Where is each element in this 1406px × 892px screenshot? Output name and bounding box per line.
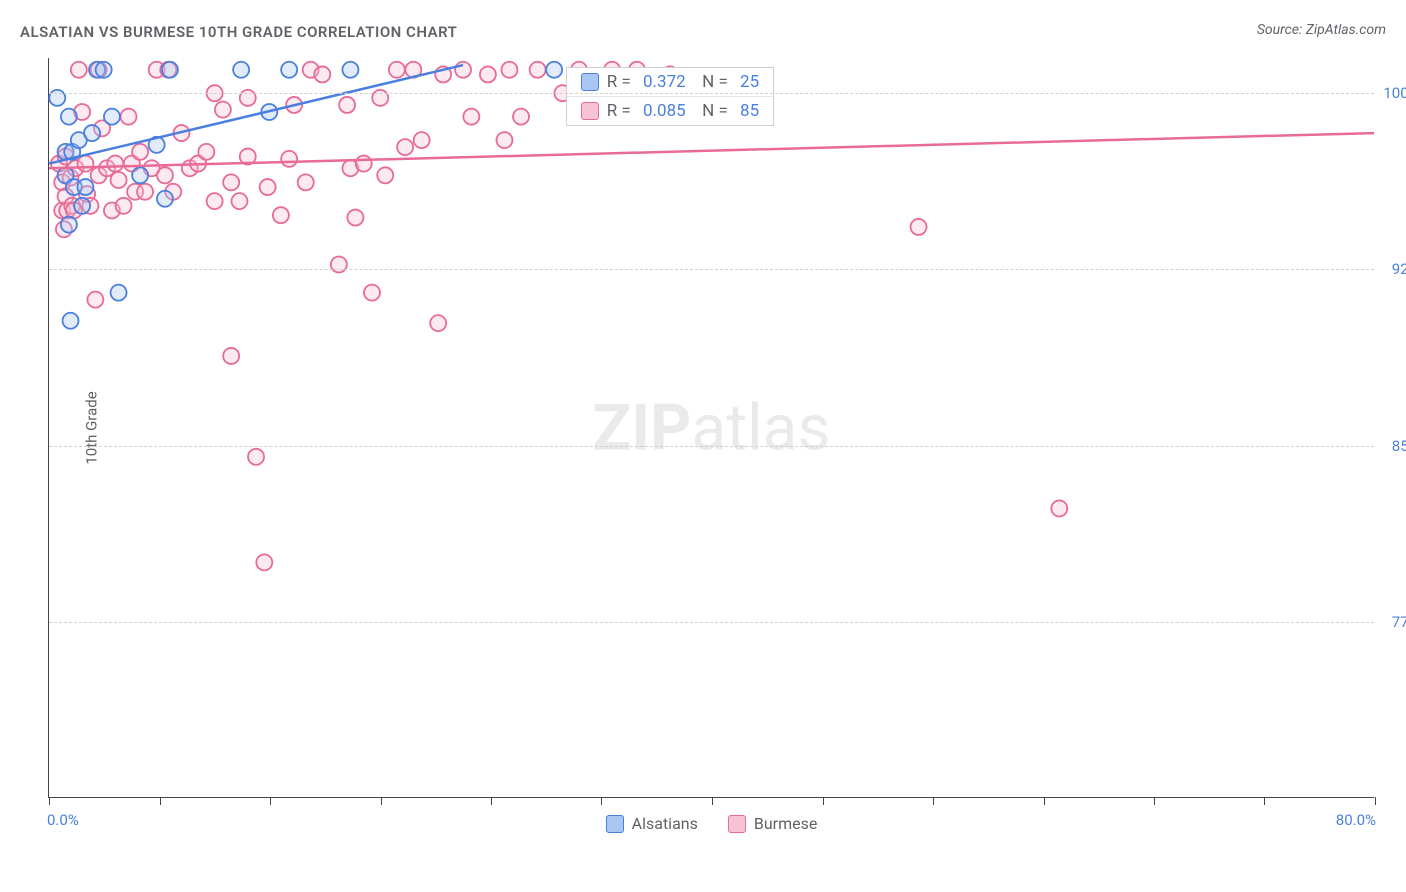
data-point: [198, 144, 214, 160]
legend-swatch-b: [581, 102, 599, 120]
data-point: [281, 62, 297, 78]
chart-source: Source: ZipAtlas.com: [1257, 22, 1386, 38]
data-point: [347, 210, 363, 226]
data-point: [162, 62, 178, 78]
data-point: [63, 313, 79, 329]
data-point: [77, 179, 93, 195]
data-point: [281, 151, 297, 167]
data-point: [455, 62, 471, 78]
data-point: [77, 156, 93, 172]
legend-swatch-a: [581, 73, 599, 91]
data-point: [74, 198, 90, 214]
data-point: [389, 62, 405, 78]
data-point: [364, 285, 380, 301]
data-point: [501, 62, 517, 78]
legend-label-a: Alsatians: [632, 814, 698, 833]
data-point: [339, 97, 355, 113]
data-point: [911, 219, 927, 235]
data-point: [207, 193, 223, 209]
data-point: [233, 62, 249, 78]
data-point: [104, 109, 120, 125]
data-point: [1051, 500, 1067, 516]
data-point: [61, 109, 77, 125]
data-point: [356, 156, 372, 172]
data-point: [496, 132, 512, 148]
legend-swatch-b-bottom: [728, 815, 746, 833]
data-point: [132, 144, 148, 160]
data-point: [273, 207, 289, 223]
legend-item-a: Alsatians: [606, 814, 698, 833]
data-point: [121, 109, 137, 125]
data-point: [157, 167, 173, 183]
legend-stats-row-b: R = 0.085 N = 85: [567, 96, 773, 125]
data-point: [397, 139, 413, 155]
stat-n-b: 85: [740, 101, 759, 121]
data-point: [414, 132, 430, 148]
data-point: [430, 315, 446, 331]
data-point: [223, 174, 239, 190]
y-tick-label: 77.5%: [1392, 613, 1406, 631]
data-point: [463, 109, 479, 125]
data-point: [513, 109, 529, 125]
legend-stats-row-a: R = 0.372 N = 25: [567, 68, 773, 96]
legend-stats: R = 0.372 N = 25 R = 0.085 N = 85: [566, 67, 774, 126]
legend-item-b: Burmese: [728, 814, 817, 833]
data-point: [377, 167, 393, 183]
data-point: [260, 179, 276, 195]
bottom-legend: Alsatians Burmese: [49, 814, 1374, 833]
data-point: [546, 62, 562, 78]
data-point: [111, 172, 127, 188]
data-point: [71, 62, 87, 78]
data-point: [111, 285, 127, 301]
data-point: [116, 198, 132, 214]
legend-swatch-a-bottom: [606, 815, 624, 833]
legend-label-b: Burmese: [754, 814, 817, 833]
data-point: [256, 554, 272, 570]
data-point: [96, 62, 112, 78]
data-point: [231, 193, 247, 209]
plot-svg: [49, 58, 1374, 797]
y-tick-label: 92.5%: [1392, 260, 1406, 278]
data-point: [132, 167, 148, 183]
data-point: [137, 184, 153, 200]
data-point: [157, 191, 173, 207]
data-point: [107, 156, 123, 172]
data-point: [298, 174, 314, 190]
data-point: [61, 217, 77, 233]
y-tick-label: 85.0%: [1392, 437, 1406, 455]
data-point: [84, 125, 100, 141]
data-point: [248, 449, 264, 465]
data-point: [342, 62, 358, 78]
y-tick-label: 100.0%: [1383, 84, 1406, 102]
data-point: [223, 348, 239, 364]
data-point: [530, 62, 546, 78]
stat-r-b: 0.085: [643, 101, 686, 121]
plot-area: 10th Grade ZIPatlas R = 0.372 N = 25 R =…: [48, 58, 1374, 798]
data-point: [480, 66, 496, 82]
stat-n-a: 25: [740, 72, 759, 92]
data-point: [314, 66, 330, 82]
chart-title: ALSATIAN VS BURMESE 10TH GRADE CORRELATI…: [20, 23, 457, 41]
data-point: [215, 102, 231, 118]
data-point: [87, 292, 103, 308]
stat-r-a: 0.372: [643, 72, 686, 92]
